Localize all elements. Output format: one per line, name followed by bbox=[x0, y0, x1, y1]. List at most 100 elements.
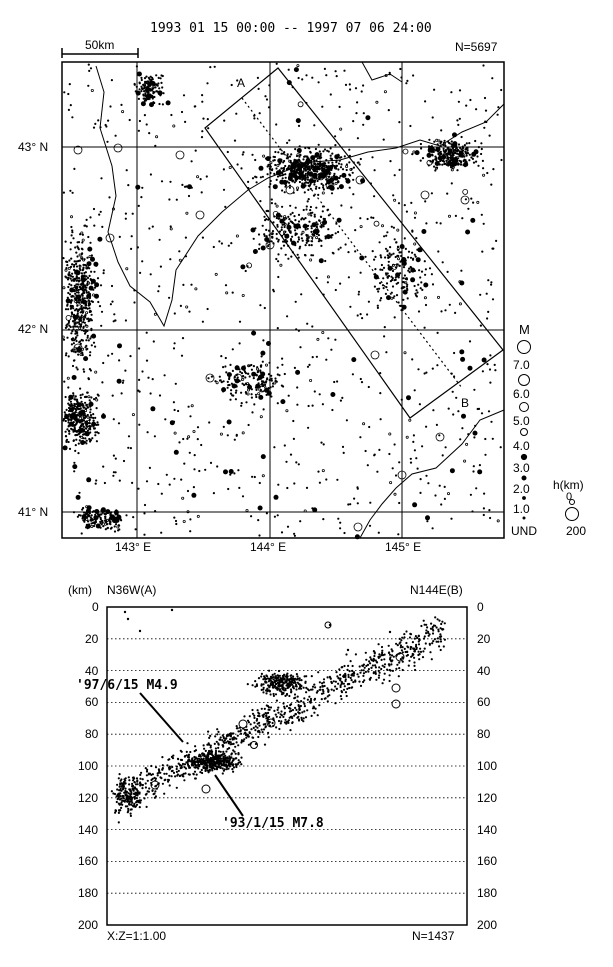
seismic-event bbox=[267, 708, 270, 711]
seismic-event bbox=[383, 335, 386, 338]
seismic-event bbox=[312, 705, 315, 708]
seismic-event bbox=[292, 679, 295, 682]
seismic-event bbox=[69, 104, 72, 107]
seismic-event bbox=[279, 680, 282, 684]
seismic-event bbox=[302, 717, 305, 720]
seismic-event bbox=[239, 730, 242, 733]
seismic-event bbox=[443, 638, 446, 641]
seismic-event bbox=[284, 176, 287, 179]
seismic-event bbox=[385, 351, 388, 354]
seismic-event bbox=[443, 485, 446, 488]
seismic-event bbox=[357, 675, 360, 678]
seismic-event bbox=[469, 493, 472, 496]
seismic-event bbox=[220, 764, 223, 767]
seismic-event bbox=[265, 512, 268, 515]
seismic-event bbox=[262, 683, 265, 686]
seismic-event bbox=[272, 678, 275, 681]
seismic-event bbox=[423, 372, 426, 375]
seismic-event bbox=[297, 124, 301, 127]
seismic-event bbox=[432, 629, 435, 632]
seismic-event bbox=[108, 196, 111, 199]
seismic-event bbox=[267, 731, 270, 735]
seismic-event bbox=[226, 419, 232, 425]
seismic-event bbox=[150, 764, 153, 768]
seismic-event bbox=[97, 300, 100, 304]
seismic-event bbox=[180, 758, 184, 762]
seismic-event bbox=[105, 125, 108, 128]
seismic-event bbox=[116, 793, 119, 796]
seismic-event bbox=[192, 761, 195, 764]
seismic-event bbox=[392, 194, 395, 197]
seismic-event bbox=[368, 425, 371, 429]
seismic-event bbox=[143, 797, 146, 800]
seismic-event bbox=[274, 693, 278, 696]
seismic-event bbox=[313, 711, 316, 714]
seismic-event bbox=[299, 686, 302, 689]
seismic-event bbox=[491, 77, 494, 80]
seismic-event bbox=[378, 448, 381, 451]
seismic-event bbox=[63, 380, 66, 383]
seismic-event bbox=[347, 673, 350, 677]
seismic-event bbox=[230, 761, 234, 764]
seismic-event bbox=[288, 707, 291, 710]
seismic-event bbox=[262, 728, 266, 731]
seismic-event bbox=[199, 178, 202, 181]
seismic-event bbox=[286, 486, 289, 490]
seismic-event bbox=[288, 139, 291, 142]
seismic-event bbox=[138, 390, 141, 393]
seismic-event bbox=[475, 108, 478, 111]
seismic-event bbox=[193, 770, 197, 773]
seismic-event bbox=[116, 783, 119, 786]
seismic-event bbox=[257, 505, 263, 511]
seismic-event bbox=[265, 692, 268, 695]
seismic-event bbox=[216, 465, 219, 468]
seismic-event bbox=[247, 743, 250, 746]
seismic-event bbox=[209, 758, 212, 761]
seismic-event bbox=[351, 171, 354, 174]
seismic-event bbox=[381, 682, 384, 685]
seismic-event bbox=[259, 415, 263, 419]
seismic-event bbox=[366, 217, 369, 221]
seismic-event bbox=[90, 89, 94, 93]
seismic-event bbox=[346, 668, 349, 671]
seismic-event bbox=[250, 227, 256, 233]
seismic-event bbox=[491, 247, 494, 250]
seismic-event bbox=[450, 517, 453, 520]
seismic-event bbox=[436, 364, 439, 367]
seismic-event bbox=[285, 460, 288, 463]
seismic-event bbox=[281, 686, 284, 689]
seismic-event bbox=[280, 399, 286, 405]
seismic-event bbox=[380, 667, 383, 671]
seismic-event bbox=[145, 480, 149, 483]
seismic-event bbox=[347, 675, 350, 679]
seismic-event bbox=[371, 664, 374, 667]
seismic-event bbox=[349, 88, 352, 91]
seismic-event bbox=[154, 510, 157, 513]
seismic-event bbox=[338, 668, 341, 671]
seismic-event bbox=[297, 149, 300, 152]
seismic-event bbox=[321, 682, 324, 685]
seismic-event bbox=[307, 181, 310, 184]
seismic-event bbox=[348, 161, 351, 164]
seismic-event bbox=[415, 237, 418, 240]
seismic-event bbox=[199, 771, 202, 774]
seismic-event bbox=[380, 645, 384, 649]
seismic-event bbox=[245, 728, 248, 732]
depth-tick-label: 180 bbox=[78, 886, 99, 901]
seismic-event bbox=[71, 116, 74, 119]
seismic-event bbox=[223, 741, 226, 745]
seismic-event bbox=[352, 178, 355, 181]
seismic-event bbox=[424, 273, 427, 276]
seismic-event bbox=[169, 420, 175, 426]
seismic-event bbox=[406, 79, 409, 82]
seismic-event bbox=[138, 119, 141, 123]
seismic-event bbox=[400, 649, 403, 652]
seismic-event bbox=[366, 313, 369, 316]
seismic-event bbox=[171, 765, 174, 769]
seismic-event bbox=[455, 396, 458, 399]
seismic-event bbox=[362, 112, 365, 115]
seismic-event bbox=[120, 778, 123, 781]
seismic-event bbox=[265, 235, 268, 238]
seismic-event bbox=[494, 369, 497, 372]
seismic-event bbox=[209, 746, 212, 749]
